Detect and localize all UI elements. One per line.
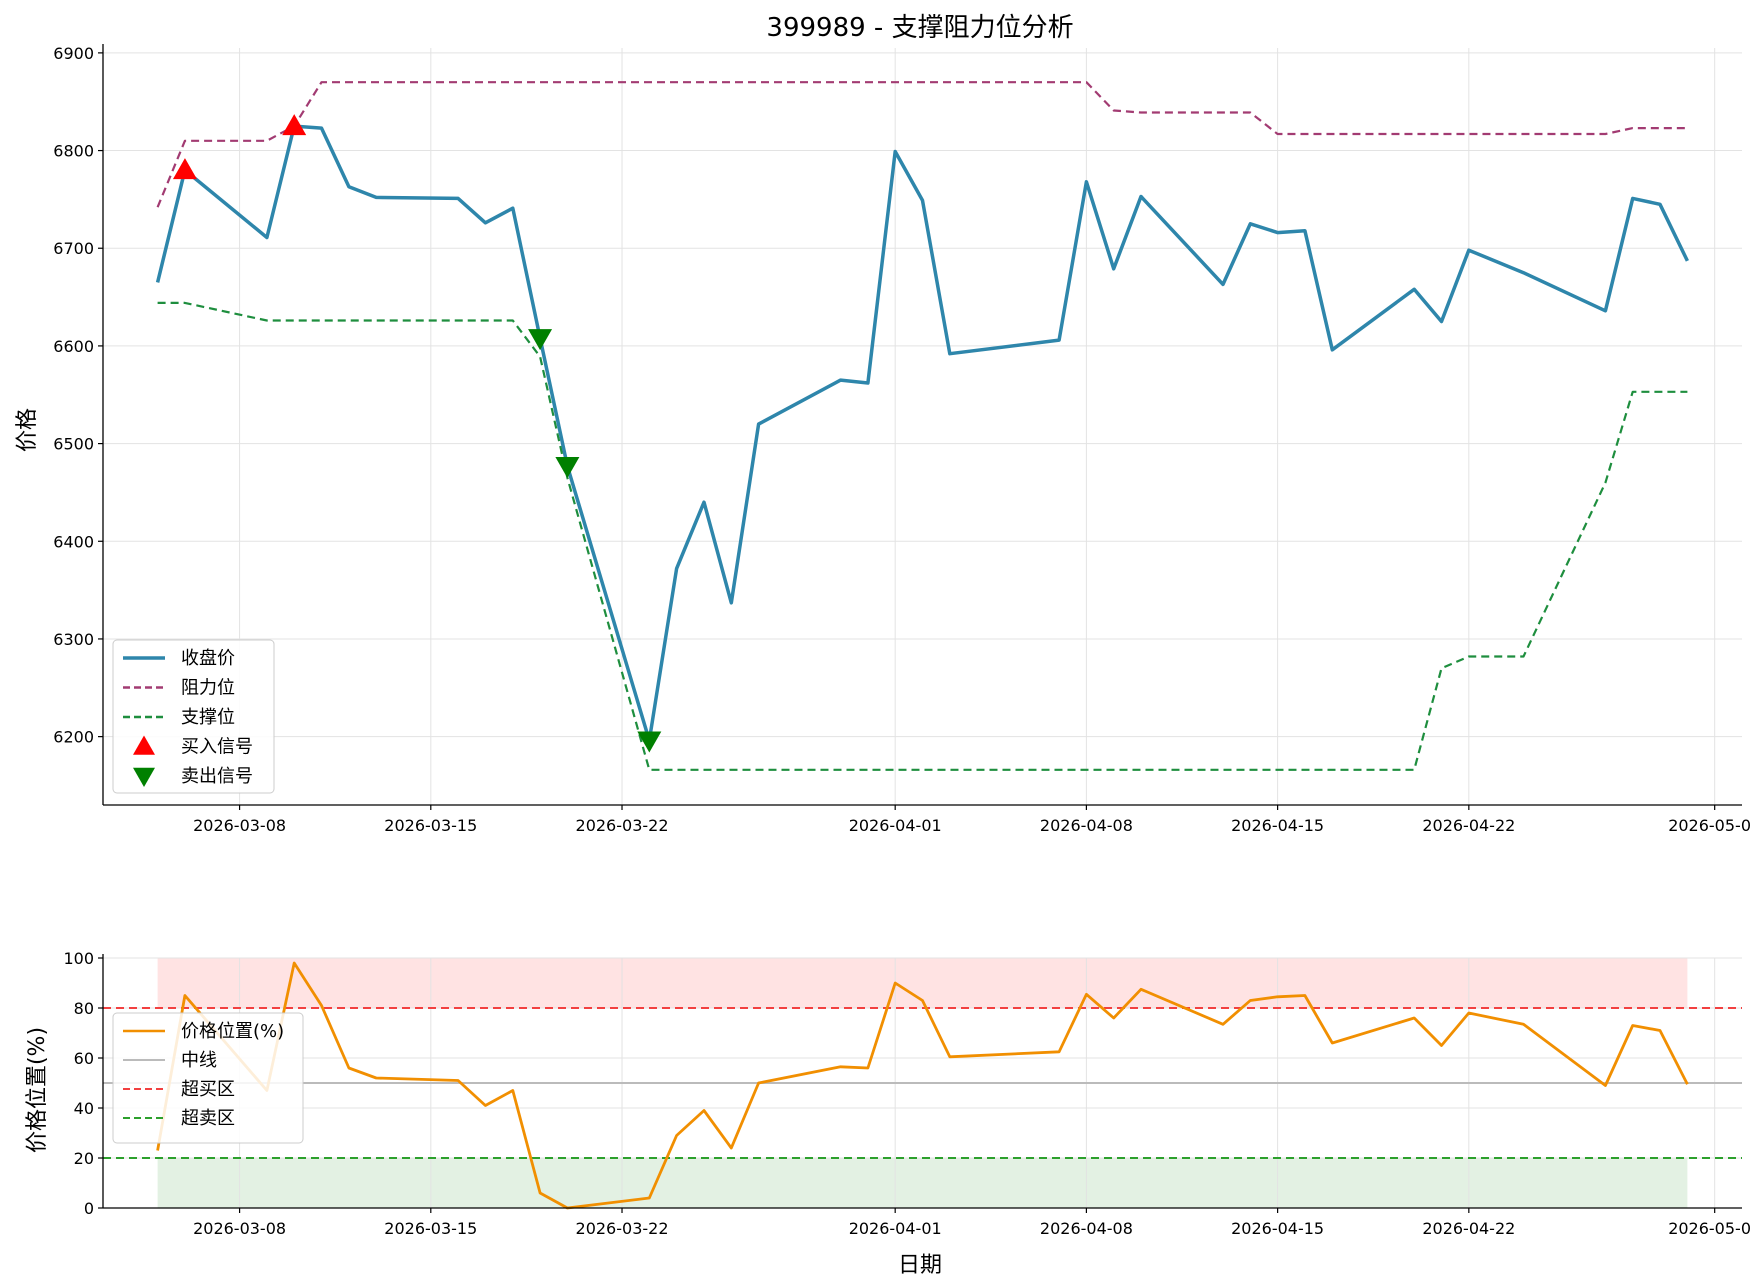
position-y-tick-label-3: 60: [74, 1049, 94, 1068]
buy-signal-marker-0: [172, 158, 197, 180]
price-y-tick-label-1: 6300: [53, 630, 94, 649]
price-x-tick-label-4: 2026-04-08: [1040, 816, 1133, 835]
position-legend-label-midline: 中线: [181, 1050, 217, 1071]
position-x-tick-label-7: 2026-05-01: [1668, 1219, 1750, 1238]
chart-title: 399989 - 支撑阻力位分析: [766, 13, 1073, 43]
price-series-close-price: [155, 124, 1689, 743]
position-y-tick-label-2: 40: [74, 1099, 94, 1118]
position-legend-label-price-position: 价格位置(%): [181, 1021, 284, 1042]
position-band-1: [157, 1158, 1688, 1208]
price-y-tick-label-5: 6700: [53, 239, 94, 258]
position-legend-label-overbought: 超买区: [181, 1079, 235, 1100]
sell-signal-marker-1: [555, 457, 580, 479]
price-y-tick-label-7: 6900: [53, 44, 94, 63]
price-series-support: [157, 301, 1688, 771]
date-axis-title: 日期: [898, 1253, 942, 1278]
price-y-tick-label-0: 6200: [53, 728, 94, 747]
position-x-tick-label-1: 2026-03-15: [384, 1219, 477, 1238]
price-legend-label-buy-signal: 买入信号: [181, 737, 253, 758]
price-y-tick-label-6: 6800: [53, 142, 94, 161]
price-y-tick-label-3: 6500: [53, 435, 94, 454]
position-x-tick-label-5: 2026-04-15: [1231, 1219, 1324, 1238]
sell-signal-marker-0: [528, 329, 553, 351]
position-y-tick-label-0: 0: [84, 1199, 94, 1218]
price-panel: 6200 6300 6400 6500 6600 6700 6800 6900 2026-03-…: [53, 44, 1750, 835]
price-x-tick-label-5: 2026-04-15: [1231, 816, 1324, 835]
position-x-tick-label-6: 2026-04-22: [1422, 1219, 1515, 1238]
position-legend-label-oversold: 超卖区: [181, 1108, 235, 1129]
position-series-price-position: [156, 961, 1689, 1210]
position-y-tick-label-1: 20: [74, 1149, 94, 1168]
position-axis-title: 价格位置(%): [25, 1027, 50, 1153]
price-axis-title: 价格: [15, 408, 40, 452]
price-y-tick-label-4: 6600: [53, 337, 94, 356]
position-x-tick-label-3: 2026-04-01: [849, 1219, 942, 1238]
price-legend-swatch-sell-signal: [133, 767, 155, 787]
price-x-tick-label-0: 2026-03-08: [193, 816, 286, 835]
position-y-tick-label-4: 80: [74, 999, 94, 1018]
price-y-tick-label-2: 6400: [53, 532, 94, 551]
price-x-tick-label-1: 2026-03-15: [384, 816, 477, 835]
position-x-tick-label-2: 2026-03-22: [576, 1219, 669, 1238]
price-legend-label-close-price: 收盘价: [181, 648, 235, 669]
position-legend-box: [112, 1012, 304, 1144]
position-y-tick-label-5: 100: [63, 949, 94, 968]
price-legend-label-support: 支撑位: [181, 707, 235, 728]
position-panel: 0 20 40 60 80 100 2026-03-08 2026-03-15 2026-03-…: [63, 949, 1750, 1238]
buy-signal-marker-1: [282, 114, 307, 136]
price-legend-label-sell-signal: 卖出信号: [181, 766, 253, 787]
price-legend-swatch-buy-signal: [133, 735, 155, 755]
price-x-tick-label-6: 2026-04-22: [1422, 816, 1515, 835]
sell-signal-marker-2: [637, 731, 662, 753]
price-series-resistance: [156, 81, 1688, 208]
price-x-tick-label-2: 2026-03-22: [576, 816, 669, 835]
price-x-tick-label-3: 2026-04-01: [849, 816, 942, 835]
position-x-tick-label-4: 2026-04-08: [1040, 1219, 1133, 1238]
position-x-tick-label-0: 2026-03-08: [193, 1219, 286, 1238]
price-x-tick-label-7: 2026-05-01: [1668, 816, 1750, 835]
price-legend-label-resistance: 阻力位: [181, 678, 235, 699]
